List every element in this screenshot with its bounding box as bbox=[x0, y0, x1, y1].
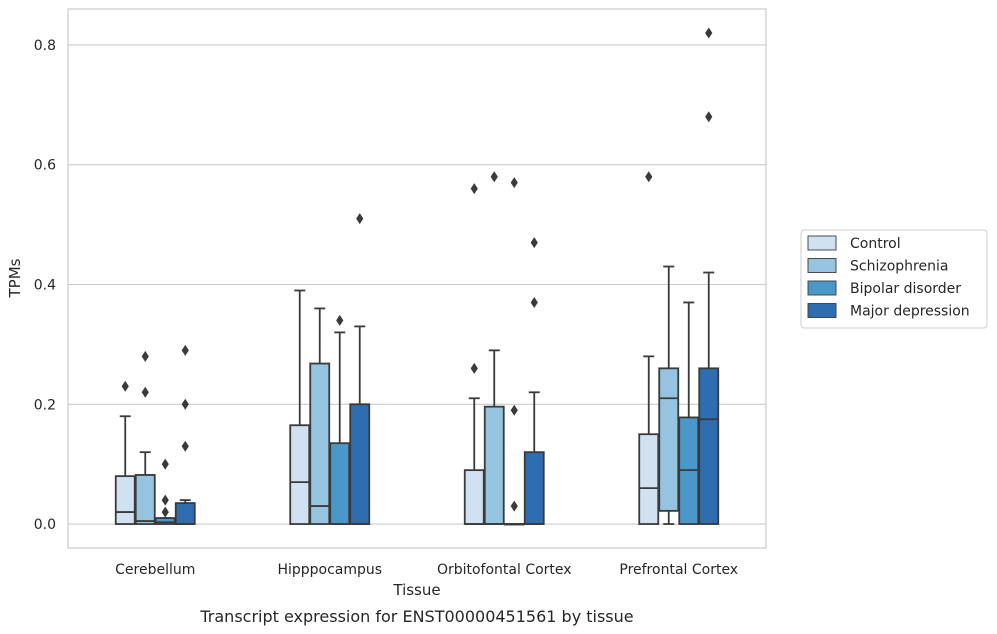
outlier-point bbox=[181, 440, 189, 452]
box bbox=[329, 442, 351, 525]
box-group bbox=[154, 458, 176, 525]
legend-swatch bbox=[807, 235, 837, 251]
box bbox=[638, 433, 660, 525]
y-tick-label: 0.4 bbox=[34, 277, 56, 293]
outlier-point bbox=[181, 398, 189, 410]
box-group bbox=[698, 27, 720, 525]
box bbox=[349, 403, 371, 525]
outlier-point bbox=[356, 213, 364, 225]
outlier-point bbox=[645, 171, 653, 183]
y-axis-title: TPMs bbox=[6, 258, 24, 298]
outlier-point bbox=[470, 183, 478, 195]
x-tick-labels: Cerebellum Hipppocampus Orbitofontal Corte… bbox=[115, 562, 738, 578]
x-tick-label: Cerebellum bbox=[115, 562, 195, 578]
outlier-point bbox=[161, 494, 169, 506]
box bbox=[463, 469, 485, 525]
legend-swatch bbox=[807, 258, 837, 273]
box-group bbox=[114, 380, 136, 525]
box bbox=[309, 362, 331, 525]
chart-caption: Transcript expression for ENST0000045156… bbox=[199, 607, 633, 626]
outlier-point bbox=[705, 111, 713, 123]
legend-swatch bbox=[807, 280, 837, 296]
outlier-point bbox=[121, 380, 129, 392]
legend-label: Schizophrenia bbox=[850, 259, 948, 275]
legend-swatch bbox=[807, 303, 837, 318]
box-group bbox=[309, 307, 331, 525]
box bbox=[658, 367, 680, 512]
outlier-point bbox=[510, 177, 518, 189]
outlier-point bbox=[181, 344, 189, 356]
legend-label: Control bbox=[850, 236, 901, 252]
box-plots bbox=[114, 27, 720, 526]
box bbox=[154, 517, 176, 525]
outlier-point bbox=[141, 350, 149, 362]
y-tick-label: 0.6 bbox=[34, 158, 56, 174]
box-group bbox=[503, 177, 525, 526]
box bbox=[174, 502, 196, 525]
outlier-point bbox=[510, 500, 518, 512]
outlier-point bbox=[530, 237, 538, 249]
box-group bbox=[638, 171, 660, 525]
box-group bbox=[483, 171, 505, 525]
box-group bbox=[134, 350, 156, 525]
box-group bbox=[329, 314, 351, 525]
box-group bbox=[174, 344, 196, 525]
box-group bbox=[463, 183, 485, 525]
x-tick-label: Orbitofontal Cortex bbox=[437, 562, 572, 578]
box bbox=[289, 424, 311, 525]
legend: Control Schizophrenia Bipolar disorder Majo… bbox=[800, 229, 988, 329]
x-axis-title: Tissue bbox=[392, 581, 440, 599]
y-tick-label: 0.0 bbox=[34, 517, 56, 533]
outlier-point bbox=[161, 458, 169, 470]
y-tick-labels: 0.0 0.2 0.4 0.6 0.8 bbox=[34, 38, 56, 533]
box-group bbox=[523, 237, 545, 525]
box bbox=[483, 405, 505, 525]
legend-label: Major depression bbox=[850, 304, 970, 320]
outlier-point bbox=[141, 386, 149, 398]
box bbox=[134, 474, 156, 525]
box bbox=[698, 367, 720, 525]
plot-frame bbox=[67, 8, 767, 549]
box-group bbox=[289, 289, 311, 525]
y-tick-label: 0.8 bbox=[34, 38, 56, 54]
outlier-point bbox=[336, 314, 344, 326]
outlier-point bbox=[161, 506, 169, 518]
outlier-point bbox=[510, 404, 518, 416]
legend-frame bbox=[800, 229, 988, 329]
outlier-point bbox=[490, 171, 498, 183]
box-group bbox=[678, 301, 700, 525]
x-tick-label: Prefrontal Cortex bbox=[619, 562, 738, 578]
box bbox=[523, 451, 545, 525]
outlier-point bbox=[470, 362, 478, 374]
box-group bbox=[349, 213, 371, 525]
outlier-point bbox=[705, 27, 713, 39]
outlier-point bbox=[530, 296, 538, 308]
x-tick-label: Hipppocampus bbox=[277, 562, 382, 578]
legend-label: Bipolar disorder bbox=[850, 281, 961, 297]
y-tick-label: 0.2 bbox=[34, 397, 56, 413]
box-group bbox=[658, 265, 680, 525]
box bbox=[114, 475, 136, 525]
